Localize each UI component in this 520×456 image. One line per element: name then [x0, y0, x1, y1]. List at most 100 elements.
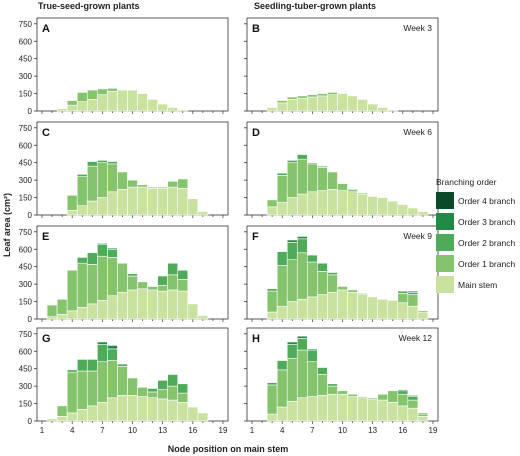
y-tick-label: 0 — [28, 107, 33, 116]
bar-main — [86, 303, 98, 320]
bar-main — [286, 197, 298, 216]
y-tick-label: 450 — [19, 55, 33, 64]
bar-main — [266, 413, 278, 422]
legend: Branching order Order 4 branch Order 3 br… — [436, 177, 515, 293]
bar-main — [117, 89, 128, 112]
right-column-title: Seedling-tuber-grown plants — [254, 1, 376, 11]
panel-A: 0 150 300 450 600 750 A — [19, 17, 229, 116]
bar-main — [167, 289, 179, 320]
bar-main — [147, 187, 158, 216]
bar-o1 — [357, 293, 368, 295]
bar-o2 — [286, 343, 298, 359]
bar-o2 — [266, 382, 278, 386]
y-tick-label: 450 — [19, 365, 33, 374]
x-tick-label: 10 — [128, 426, 137, 435]
bar-o1 — [137, 184, 148, 188]
bar-o1 — [76, 262, 88, 308]
bar-o1 — [117, 366, 128, 396]
bar-o2 — [317, 367, 328, 375]
bar-main — [177, 187, 189, 216]
bar-o2 — [407, 396, 419, 401]
bar-main — [107, 90, 118, 112]
legend-swatch — [436, 255, 454, 272]
bar-main — [97, 94, 108, 112]
bar-main — [307, 191, 318, 216]
bar-o1 — [107, 257, 118, 297]
legend-swatch — [436, 192, 454, 209]
panel-label: E — [42, 231, 49, 243]
bar-o1 — [397, 293, 409, 304]
bar-o2 — [157, 380, 168, 390]
bar-main — [276, 305, 288, 320]
bar-o1 — [97, 255, 108, 301]
bar-o2 — [307, 349, 318, 363]
bar-o3 — [97, 341, 108, 345]
bar-o1 — [266, 199, 278, 208]
bar-o1 — [296, 349, 308, 399]
bar-main — [197, 315, 209, 320]
bar-o1 — [417, 413, 429, 417]
bar-main — [397, 405, 409, 422]
bar-o1 — [327, 92, 338, 96]
bar-o1 — [137, 386, 148, 397]
bar-main — [397, 204, 409, 216]
bar-main — [46, 316, 58, 320]
bar-o3 — [407, 290, 419, 293]
x-tick-label: 1 — [250, 426, 255, 435]
bar-o1 — [286, 357, 298, 402]
bar-o1 — [127, 377, 138, 396]
bar-main — [127, 289, 138, 320]
bar-o1 — [276, 175, 288, 203]
y-tick-label: 300 — [19, 72, 33, 81]
bar-o2 — [66, 369, 78, 373]
bar-o1 — [157, 389, 168, 400]
y-tick-label: 300 — [19, 382, 33, 391]
bar-main — [367, 398, 378, 422]
bar-o1 — [117, 171, 128, 190]
bar-o1 — [177, 178, 189, 189]
x-tick-label: 13 — [368, 426, 377, 435]
bar-main — [367, 196, 378, 216]
bar-main — [347, 291, 358, 320]
bar-main — [276, 406, 288, 422]
bar-o1 — [177, 279, 189, 292]
bar-o2 — [266, 288, 278, 292]
bar-o2 — [177, 383, 189, 394]
legend-label: Order 3 branch — [458, 217, 515, 227]
bar-main — [317, 95, 328, 112]
bar-main — [317, 395, 328, 422]
bar-o1 — [117, 262, 128, 293]
bar-main — [377, 197, 389, 216]
bar-main — [387, 300, 399, 320]
bar-o2 — [97, 343, 108, 363]
bar-o1 — [127, 179, 138, 188]
bar-main — [66, 310, 78, 320]
bar-main — [296, 97, 308, 112]
week-label: Week 3 — [403, 23, 432, 33]
bar-main — [197, 211, 209, 216]
bar-o1 — [107, 88, 118, 92]
bar-o1 — [56, 405, 68, 417]
bar-main — [137, 186, 148, 216]
bar-main — [167, 107, 179, 112]
bar-o1 — [296, 158, 308, 195]
bar-main — [296, 193, 308, 216]
legend-title: Branching order — [436, 177, 497, 187]
x-tick-label: 16 — [188, 426, 197, 435]
bar-o1 — [167, 385, 179, 401]
bar-main — [177, 109, 189, 112]
x-axis-label: Node position on main stem — [168, 444, 289, 454]
bar-main — [266, 206, 278, 216]
x-tick-label: 4 — [70, 426, 75, 435]
bar-o1 — [317, 93, 328, 97]
bar-main — [177, 290, 189, 320]
bar-o1 — [347, 393, 358, 397]
bar-o2 — [86, 359, 98, 372]
legend-swatch — [436, 234, 454, 251]
bar-o1 — [337, 390, 348, 395]
bar-main — [117, 189, 128, 216]
panel-F: F Week 9 — [244, 225, 439, 322]
bar-main — [46, 418, 58, 422]
panels: 0 150 300 450 600 750 A B Week 3 0 150 300 450 600 750… — [19, 17, 439, 435]
bar-main — [367, 103, 378, 112]
